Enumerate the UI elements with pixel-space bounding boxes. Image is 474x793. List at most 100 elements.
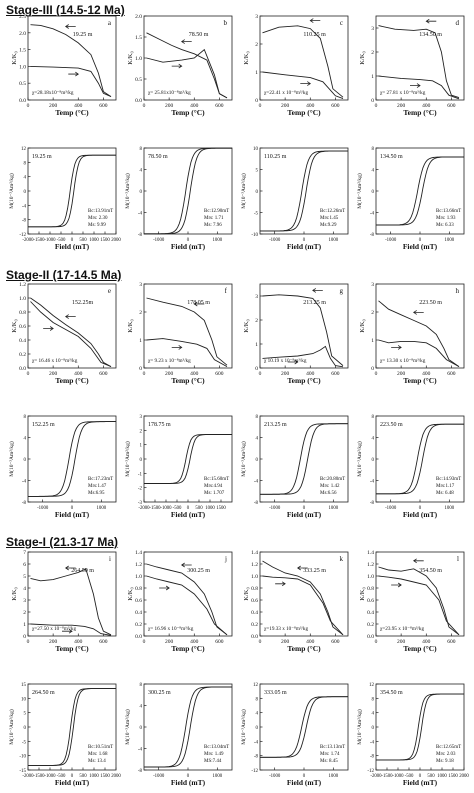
hyst-7-depth-label: 223.50 m [380, 422, 403, 428]
thermo-k-frame [259, 551, 349, 637]
thermo-e-ytick-label: 1.2 [19, 282, 26, 288]
hyst-0-info-line: Bc:13.91mT [88, 209, 113, 214]
hyst-0-xtick-label: 1500 [100, 238, 110, 243]
hyst-10-depth-label: 333.05 m [264, 690, 287, 696]
hyst-0-ytick-label: -4 [22, 204, 27, 209]
hyst-6-descending-branch [260, 423, 348, 495]
hyst-9-ytick-label: 8 [140, 683, 143, 688]
thermo-f-xtick-label: 600 [215, 371, 224, 377]
hyst-3-xtick-label: -1000 [385, 238, 397, 243]
hyst-10-info-line: Ms: 8.45 [320, 759, 338, 764]
thermo-i-xlabel: Temp (°C) [55, 644, 89, 653]
thermo-l-ytick-label: 0.6 [367, 598, 374, 604]
thermo-l-frame [375, 551, 465, 637]
hyst-5-ylabel: M(10⁻³Am²/kg) [124, 441, 131, 477]
thermo-d-heating-arrow [410, 83, 421, 88]
thermo-k-ytick-label: 0.4 [251, 610, 258, 616]
hyst-2-descending-branch [260, 150, 348, 232]
hyst-8-info-line: Ms: 13.4 [88, 759, 106, 764]
hyst-3-ytick-label: 0 [372, 190, 375, 195]
thermo-l-heating-arrow [391, 582, 402, 588]
hyst-2-ylabel: M(10⁻³Am²/kg) [240, 173, 247, 209]
thermo-k-chi-label: χ=19.33 x 10⁻⁸m³/kg [264, 626, 308, 632]
thermo-b-ylabel: K/K₀ [127, 51, 134, 64]
thermo-d-series-heating [378, 25, 460, 99]
thermo-i-ylabel: K/K₀ [11, 587, 18, 600]
thermo-i-ytick-label: 7 [23, 550, 26, 556]
thermo-f-ylabel: K/K₀ [127, 319, 134, 332]
hyst-0-info-line: Ms: 9.99 [88, 223, 106, 228]
hyst-11-ytick-label: -12 [367, 769, 374, 774]
thermo-i-xtick-label: 200 [49, 639, 58, 645]
thermo-b-series-heating [146, 32, 228, 99]
thermo-j-ytick-label: 1.2 [135, 562, 142, 568]
hyst-6-info-line: Bc:20.80mT [320, 477, 345, 482]
thermo-b-xtick-label: 600 [215, 103, 224, 109]
hyst-5-depth-label: 178.75 m [148, 422, 171, 428]
thermo-g-ytick-label: 1 [255, 342, 258, 348]
hyst-0-depth-label: 19.25 m [32, 154, 52, 160]
thermo-a-ytick-label: 1.0 [19, 64, 26, 70]
hyst-2-info-line: Ms:9.29 [320, 223, 337, 228]
thermo-c-ytick-label: 0 [255, 98, 258, 104]
thermo-b-ytick-label: 1.0 [135, 56, 142, 62]
thermo-h-xtick-label: 0 [375, 371, 378, 377]
hyst-11-xtick-label: -1000 [392, 774, 404, 779]
hyst-11-xtick-label: 0 [419, 774, 422, 779]
hyst-5-xtick-label: 1500 [216, 506, 226, 511]
hyst-9-ytick-label: 0 [140, 726, 143, 731]
hyst-9-frame [143, 683, 233, 771]
hyst-3-ylabel: M(10⁻³Am²/kg) [356, 173, 363, 209]
thermo-d-frame [375, 15, 465, 101]
hyst-8-ytick-label: 10 [21, 697, 27, 702]
hyst-1-info-line: Mrs: 1.71 [204, 216, 224, 221]
thermo-g-frame [259, 283, 349, 369]
hyst-3-ytick-label: 4 [372, 169, 375, 174]
hyst-11-xtick-label: -2000 [370, 774, 382, 779]
hyst-8-xlabel: Field (mT) [55, 778, 90, 787]
thermo-k-ylabel: K/K₀ [243, 587, 250, 600]
hyst-5-xtick-label: -500 [173, 506, 182, 511]
thermo-c-frame [259, 15, 349, 101]
thermo-k-ytick-label: 0.2 [251, 622, 258, 628]
thermo-l-depth-label: 354.50 m [419, 568, 442, 574]
thermo-h-ytick-label: 1 [371, 338, 374, 344]
hyst-10-ytick-label: 12 [253, 683, 259, 688]
thermo-k-ytick-label: 0.6 [251, 598, 258, 604]
hyst-11-depth-label: 354.50 m [380, 690, 403, 696]
hyst-1-depth-label: 78.50 m [148, 154, 168, 160]
hyst-5-xtick-label: 0 [187, 506, 190, 511]
thermo-a-ytick-label: 1.5 [19, 48, 26, 54]
thermo-k-heating-arrow [275, 581, 286, 587]
hyst-10-ytick-label: 4 [256, 712, 259, 717]
hyst-11-descending-branch [376, 693, 464, 761]
hyst-7-ytick-label: 4 [372, 437, 375, 442]
thermo-c-ytick-label: 3 [255, 14, 258, 20]
hyst-11-ytick-label: 12 [369, 683, 375, 688]
hyst-2-ytick-label: -5 [254, 212, 259, 217]
thermo-j-ytick-label: 1.0 [135, 574, 142, 580]
hyst-9-ylabel: M(10⁻³Am²/kg) [124, 709, 131, 745]
thermo-k-ytick-label: 1.2 [251, 562, 258, 568]
hyst-8-xtick-label: 500 [79, 774, 87, 779]
hyst-9-info-line: Mrs: 1.49 [204, 752, 224, 757]
hyst-10-ylabel: M(10⁻³Am²/kg) [240, 709, 247, 745]
thermo-i-series-heating [30, 568, 112, 636]
hyst-4-info-line: Mrs:1.47 [88, 484, 107, 489]
thermo-a-depth-label: 19.25 m [73, 32, 93, 38]
hyst-0-xtick-label: -500 [57, 238, 66, 243]
hyst-4-ytick-label: -8 [22, 501, 27, 506]
thermo-i-ytick-label: 4 [23, 586, 26, 592]
hyst-9-xtick-label: 1000 [213, 774, 223, 779]
thermo-f-xtick-label: 200 [165, 371, 174, 377]
hyst-5-ytick-label: -3 [138, 501, 143, 506]
hyst-8-ytick-label: 5 [24, 712, 27, 717]
hyst-6-xtick-label: -1000 [269, 506, 281, 511]
hyst-4-info-line: Bc:17.23mT [88, 477, 113, 482]
thermo-d-ytick-label: 0 [371, 98, 374, 104]
hyst-9-xtick-label: 0 [187, 774, 190, 779]
thermo-b-ytick-label: 2.0 [135, 14, 142, 20]
thermo-a-cooling-arrow [64, 24, 76, 29]
hyst-8-xtick-label: 0 [71, 774, 74, 779]
